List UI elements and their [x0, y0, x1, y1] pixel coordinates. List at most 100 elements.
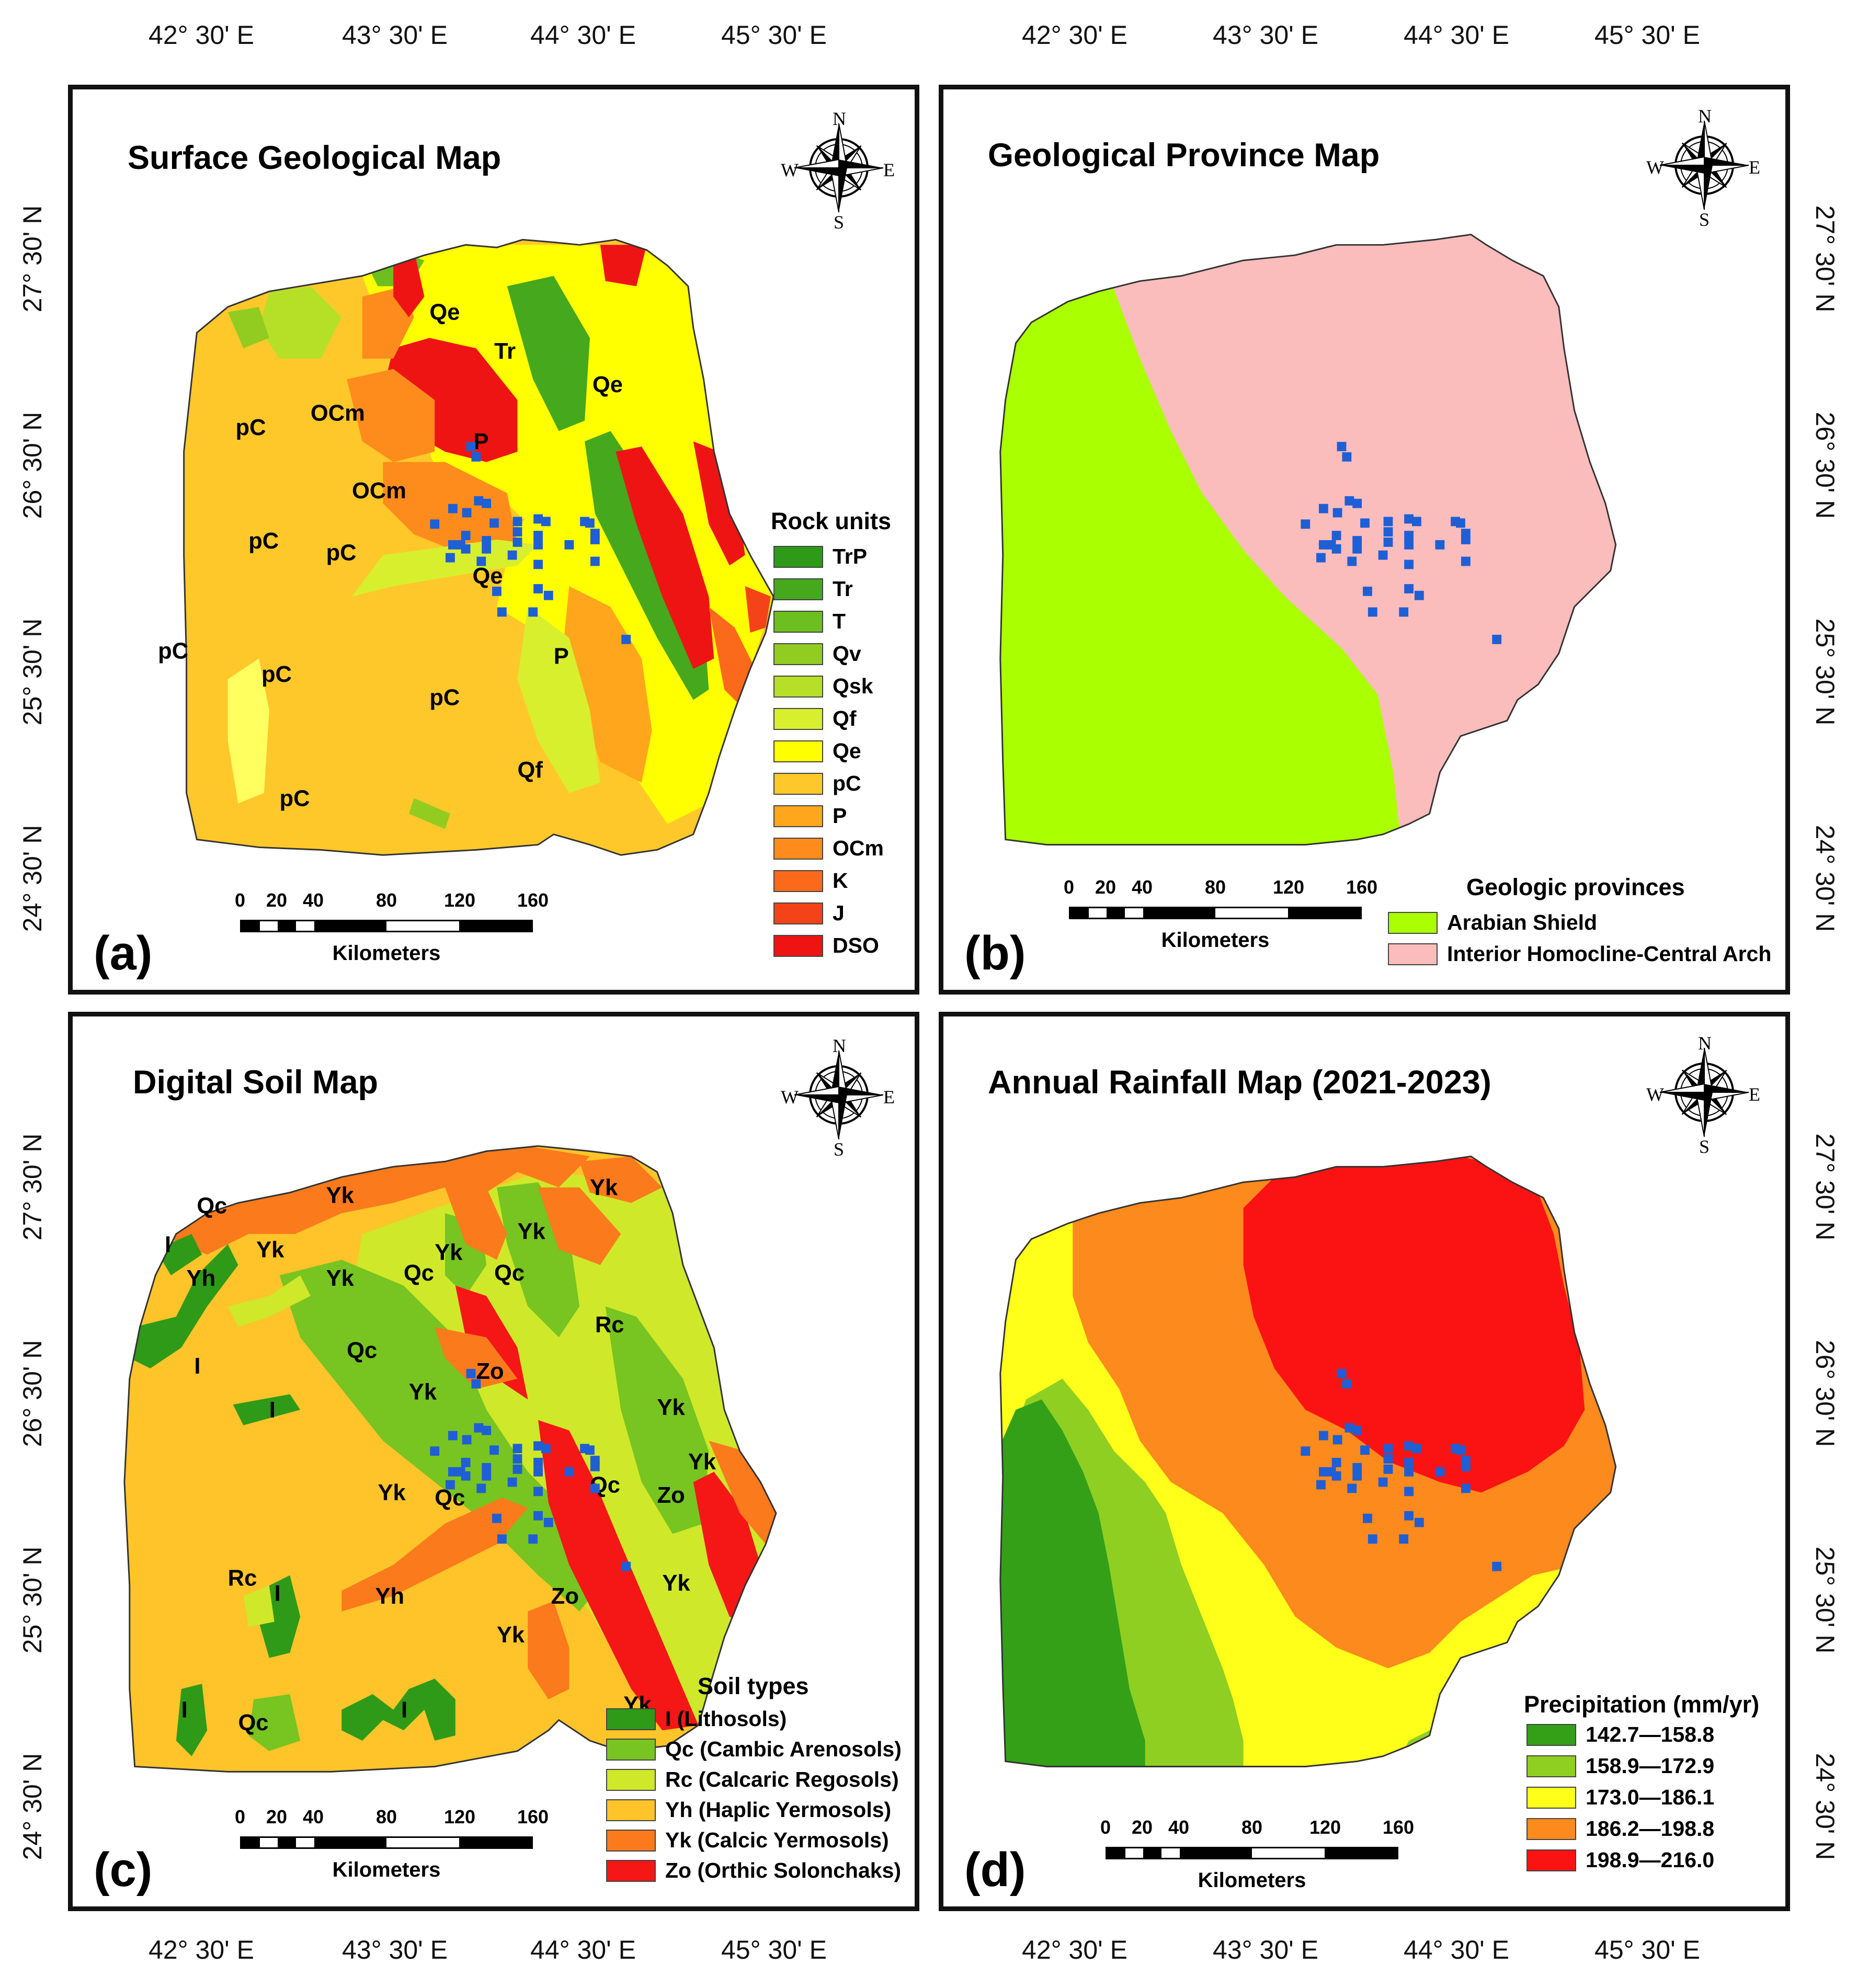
legend-label: Qsk	[833, 674, 873, 698]
map-label-c-7: Qc	[404, 1261, 434, 1286]
legend-item-a-4: Qsk	[773, 674, 873, 699]
map-label-a-0: Qe	[429, 300, 460, 325]
station-marker	[1301, 519, 1311, 529]
station-marker	[564, 1467, 574, 1477]
station-marker	[1345, 496, 1354, 506]
scale-bar-a: 0 20 40 80 120 160 Kilometers	[235, 889, 549, 968]
map-label-c-10: Yk	[517, 1219, 545, 1244]
station-marker	[533, 559, 543, 569]
lon-label-bottom-c-4: 45° 30' E	[721, 1935, 827, 1964]
station-marker	[533, 1487, 543, 1496]
station-marker	[533, 584, 543, 593]
map-label-a-2: Qe	[593, 372, 623, 397]
map-label-a-8: pC	[326, 541, 357, 566]
legend-label: I (Lithosols)	[665, 1707, 787, 1731]
station-marker	[1383, 527, 1393, 537]
map-label-a-10: pC	[158, 638, 188, 664]
legend-swatch	[773, 545, 823, 568]
legend-item-a-12: DSO	[773, 933, 879, 958]
lat-label-right-d-4: 24° 30' N	[1810, 1753, 1840, 1860]
panel-title-a: Surface Geological Map	[128, 140, 502, 176]
map-label-c-0: Qc	[197, 1193, 227, 1218]
rainfall-map-graphic	[999, 1155, 1617, 1767]
station-marker	[489, 1445, 499, 1455]
station-marker	[1318, 504, 1328, 513]
station-marker	[621, 1561, 631, 1571]
lon-label-top-b-4: 45° 30' E	[1594, 20, 1700, 50]
lon-label-top-a-3: 44° 30' E	[530, 20, 636, 50]
lon-label-bottom-d-2: 43° 30' E	[1213, 1935, 1318, 1964]
station-marker	[430, 519, 440, 529]
legend-label: Qe	[833, 739, 861, 763]
lon-label-top-a-4: 45° 30' E	[721, 20, 827, 50]
legend-item-c-0: I (Lithosols)	[606, 1707, 787, 1731]
station-marker	[466, 1368, 476, 1378]
station-marker	[1342, 1379, 1352, 1389]
legend-swatch	[606, 1799, 656, 1821]
station-marker	[1411, 517, 1421, 527]
station-marker	[1337, 1368, 1347, 1378]
station-marker	[1337, 442, 1347, 451]
station-marker	[590, 1483, 600, 1493]
station-markers-d	[1301, 1368, 1502, 1571]
station-marker	[533, 514, 543, 524]
station-marker	[1383, 538, 1393, 547]
station-marker	[1404, 531, 1414, 540]
map-label-a-4: OCm	[311, 401, 365, 426]
map-label-c-3: I	[165, 1232, 171, 1257]
lat-label-right-b-3: 25° 30' N	[1810, 618, 1840, 726]
station-marker	[507, 1477, 517, 1487]
compass-letter-n: N	[833, 108, 846, 129]
station-marker	[462, 508, 472, 518]
lat-label-right-b-2: 26° 30' N	[1810, 412, 1840, 519]
legend-label: K	[833, 869, 848, 893]
station-marker	[528, 1534, 538, 1544]
legend-swatch	[606, 1768, 656, 1791]
station-marker	[533, 1467, 543, 1477]
map-label-a-13: pC	[429, 685, 460, 710]
lon-label-bottom-c-3: 44° 30' E	[530, 1935, 636, 1964]
legend-swatch	[773, 675, 823, 698]
station-marker	[1301, 1446, 1311, 1456]
station-marker	[1318, 540, 1328, 550]
legend-label: Yk (Calcic Yermosols)	[665, 1828, 889, 1852]
legend-swatch	[606, 1708, 656, 1730]
station-marker	[1383, 1444, 1393, 1454]
map-label-a-12: P	[554, 644, 569, 669]
legend-label: Qc (Cambic Arenosols)	[665, 1737, 902, 1761]
station-marker	[461, 1471, 471, 1481]
map-label-c-11: Rc	[595, 1312, 624, 1338]
lat-label-left-a-3: 25° 30' N	[18, 618, 47, 726]
station-marker	[446, 553, 455, 563]
legend-item-a-1: Tr	[773, 577, 853, 601]
legend-swatch	[773, 740, 823, 762]
map-label-c-8: Yk	[435, 1240, 463, 1265]
station-marker	[1331, 1458, 1341, 1467]
station-marker	[512, 517, 522, 527]
legend-swatch	[773, 707, 823, 730]
scale-units: Kilometers	[332, 1858, 441, 1881]
scale-bar-segments	[240, 920, 533, 932]
station-marker	[1456, 1445, 1465, 1455]
lat-label-right-d-2: 26° 30' N	[1810, 1340, 1840, 1447]
legend-title-a: Rock units	[771, 508, 892, 534]
station-marker	[1414, 1517, 1424, 1527]
station-marker	[1492, 1561, 1502, 1571]
station-marker	[474, 1423, 484, 1433]
map-label-c-27: Yk	[497, 1623, 525, 1648]
lat-label-left-a-4: 24° 30' N	[18, 825, 47, 932]
map-label-c-20: Qc	[435, 1486, 465, 1511]
lon-label-top-b-1: 42° 30' E	[1022, 20, 1127, 50]
legend-item-a-3: Qv	[773, 642, 861, 666]
panel-letter-b: (b)	[964, 927, 1026, 980]
map-label-c-6: Yk	[326, 1266, 355, 1291]
map-label-c-5: Yk	[256, 1237, 284, 1262]
station-marker	[528, 607, 538, 617]
compass-letter-w: W	[1646, 157, 1664, 178]
station-marker	[482, 498, 492, 508]
station-marker	[1378, 550, 1388, 560]
station-marker	[512, 1464, 522, 1474]
station-marker	[585, 518, 595, 528]
legend-item-d-2: 173.0—186.1	[1526, 1785, 1714, 1810]
station-marker	[1363, 1513, 1372, 1523]
